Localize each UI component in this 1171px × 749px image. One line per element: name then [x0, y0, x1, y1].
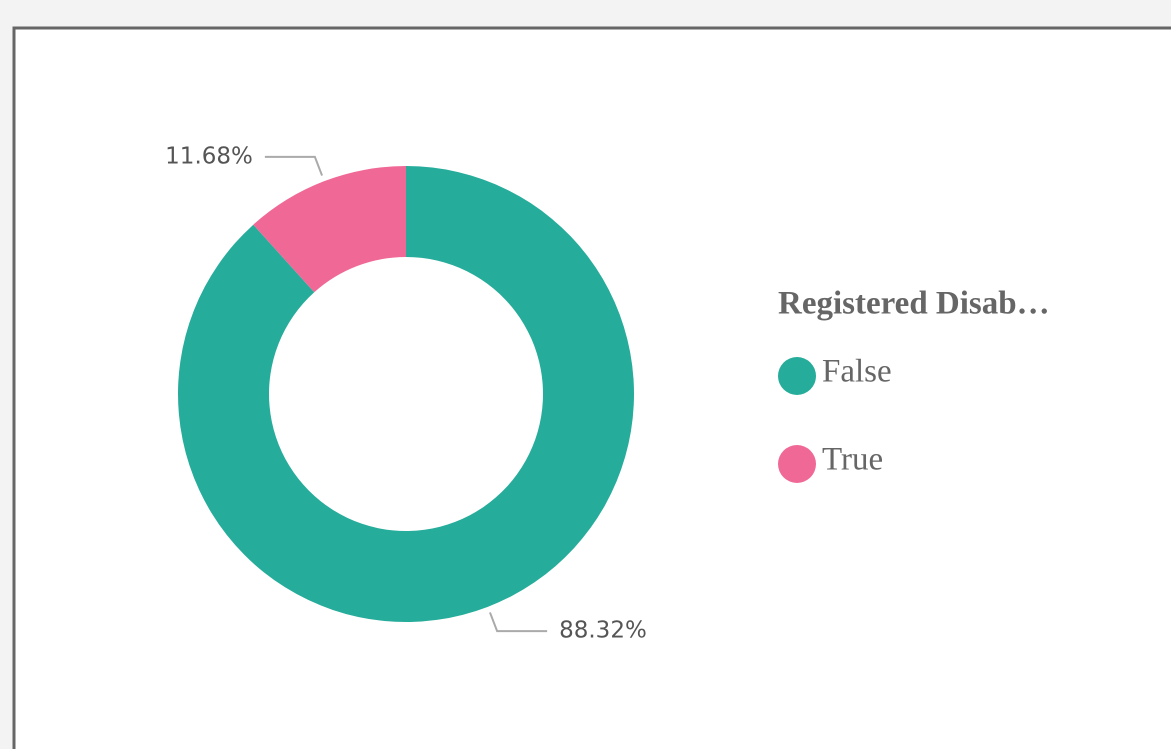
data-label: 88.32% — [559, 618, 647, 644]
legend-title: Registered Disab… — [778, 286, 1050, 322]
leader-line — [264, 155, 323, 176]
donut-slice — [178, 166, 634, 622]
legend-label: False — [822, 354, 892, 390]
legend-label: True — [822, 442, 883, 478]
legend-swatch — [778, 357, 816, 395]
leader-line — [489, 612, 548, 633]
donut-slice — [253, 166, 406, 293]
legend-swatch — [778, 445, 816, 483]
data-label: 11.68% — [165, 143, 253, 169]
